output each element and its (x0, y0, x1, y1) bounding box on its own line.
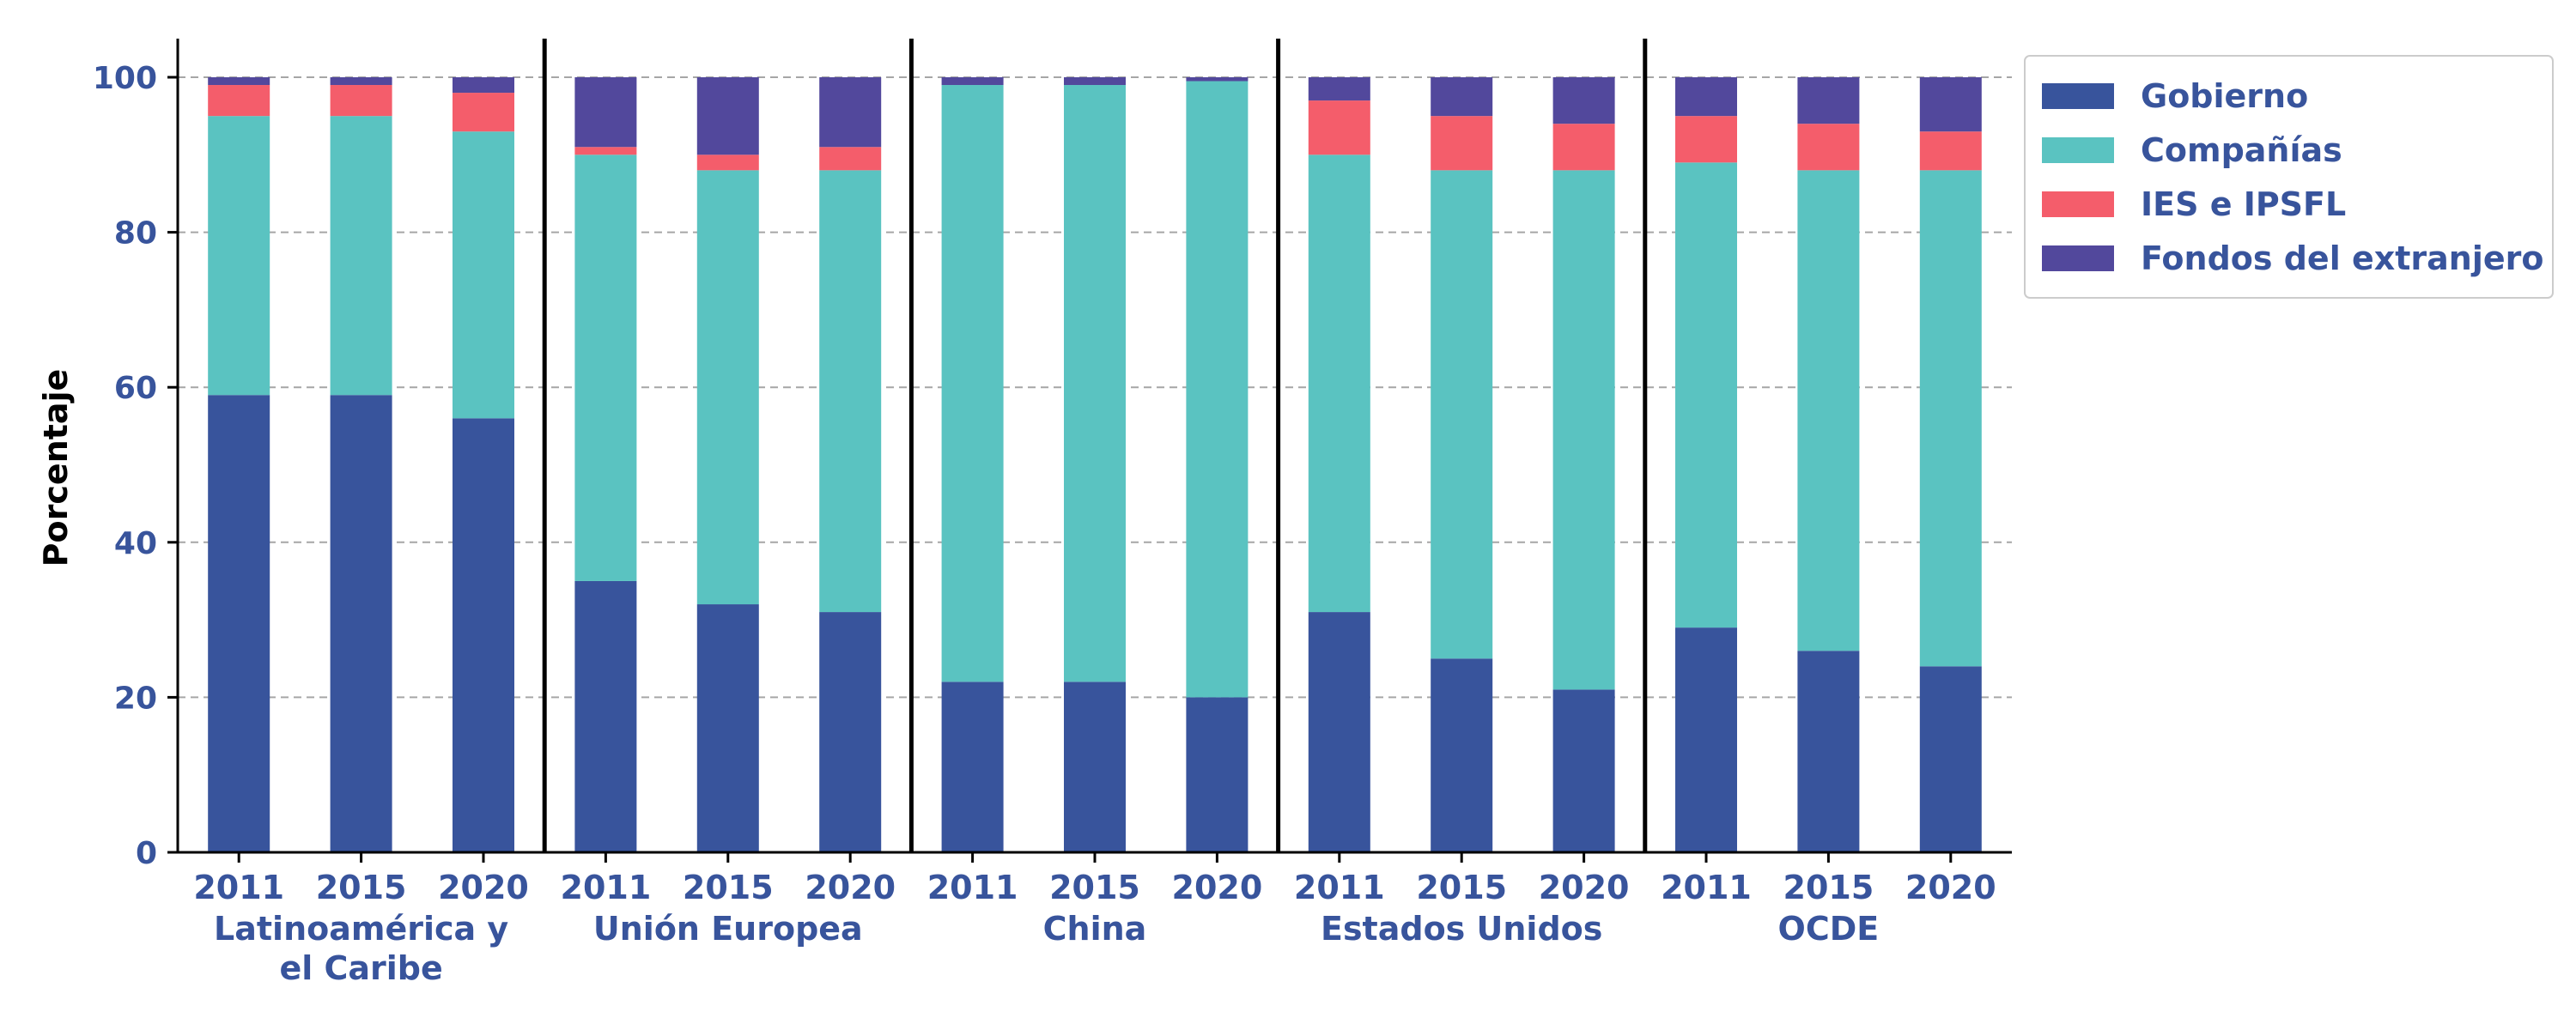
bar-segment-fondos-del-extranjero-latinoamérica-y-el-caribe-2015 (330, 77, 392, 86)
x-tick-label-year: 2011 (193, 869, 284, 906)
bar-segment-gobierno-estados-unidos-2015 (1431, 658, 1493, 852)
group-label: OCDE (1778, 910, 1880, 948)
y-tick-label-0: 0 (136, 836, 157, 871)
bar-segment-gobierno-china-2015 (1064, 682, 1126, 852)
legend-label: Compañías (2141, 131, 2342, 169)
x-tick-label-year: 2011 (927, 869, 1018, 906)
legend-label: Fondos del extranjero (2141, 239, 2544, 277)
bar-segment-ies-e-ipsfl-estados-unidos-2015 (1431, 116, 1493, 171)
bar-segment-ies-e-ipsfl-ocde-2020 (1919, 131, 1982, 171)
bar-segment-compañías-latinoamérica-y-el-caribe-2015 (330, 116, 392, 396)
bar-segment-fondos-del-extranjero-estados-unidos-2020 (1552, 77, 1615, 124)
bar-segment-compañías-china-2020 (1186, 81, 1249, 698)
bar-segment-fondos-del-extranjero-ocde-2011 (1675, 77, 1737, 117)
x-tick-label-year: 2011 (1294, 869, 1385, 906)
bar-segment-compañías-estados-unidos-2020 (1552, 170, 1615, 690)
bar-segment-gobierno-latinoamérica-y-el-caribe-2020 (453, 418, 514, 852)
bar-segment-compañías-ocde-2020 (1919, 170, 1982, 667)
bar-segment-gobierno-china-2020 (1186, 697, 1249, 852)
bar-segment-fondos-del-extranjero-ocde-2015 (1797, 77, 1860, 124)
bar-segment-fondos-del-extranjero-china-2015 (1064, 77, 1126, 86)
y-tick-label-60: 60 (114, 371, 157, 406)
bar-segment-compañías-china-2011 (941, 85, 1004, 682)
x-tick-label-year: 2020 (1539, 869, 1630, 906)
x-tick-label-year: 2020 (1905, 869, 1996, 906)
x-tick-label-year: 2020 (438, 869, 529, 906)
bar-segment-fondos-del-extranjero-china-2020 (1186, 77, 1249, 82)
bar-segment-gobierno-ocde-2020 (1919, 666, 1982, 852)
x-tick-label-year: 2020 (805, 869, 896, 906)
bar-segment-compañías-latinoamérica-y-el-caribe-2020 (453, 131, 514, 419)
bar-segment-gobierno-unión-europea-2015 (696, 604, 759, 852)
x-tick-label-year: 2011 (561, 869, 652, 906)
legend-swatch (2042, 137, 2114, 163)
bar-segment-fondos-del-extranjero-estados-unidos-2015 (1431, 77, 1493, 117)
bar-segment-gobierno-ocde-2011 (1675, 627, 1737, 852)
legend-label: IES e IPSFL (2141, 185, 2346, 223)
bar-segment-ies-e-ipsfl-estados-unidos-2011 (1308, 100, 1370, 155)
axis-labels: 0 20 40 60 80 100 2011 2015 2020 Latinoamérica ye… (93, 61, 1996, 987)
bar-segment-fondos-del-extranjero-latinoamérica-y-el-caribe-2020 (453, 77, 514, 94)
bar-segment-gobierno-estados-unidos-2011 (1308, 612, 1370, 852)
bar-segment-gobierno-estados-unidos-2020 (1552, 689, 1615, 852)
x-tick-label-year: 2015 (1049, 869, 1140, 906)
group-label: Latinoamérica y (214, 910, 508, 948)
bar-segment-ies-e-ipsfl-latinoamérica-y-el-caribe-2020 (453, 93, 514, 132)
legend-swatch (2042, 83, 2114, 109)
y-axis-title: Porcentaje (37, 369, 75, 567)
group-label: Unión Europea (593, 910, 863, 948)
bar-segment-compañías-china-2015 (1064, 85, 1126, 682)
bar-segment-gobierno-latinoamérica-y-el-caribe-2011 (208, 395, 270, 853)
y-tick-label-20: 20 (114, 681, 157, 716)
legend-label: Gobierno (2141, 77, 2308, 115)
legend: Gobierno Compañías IES e IPSFL Fondos del e… (2024, 55, 2554, 299)
bar-segment-compañías-unión-europea-2011 (574, 154, 637, 581)
bar-segment-ies-e-ipsfl-latinoamérica-y-el-caribe-2011 (208, 85, 270, 117)
bar-segment-ies-e-ipsfl-latinoamérica-y-el-caribe-2015 (330, 85, 392, 117)
bar-segment-fondos-del-extranjero-unión-europea-2015 (696, 77, 759, 155)
bar-segment-compañías-estados-unidos-2011 (1308, 154, 1370, 613)
bar-segment-gobierno-ocde-2015 (1797, 651, 1860, 852)
bar-segment-compañías-estados-unidos-2015 (1431, 170, 1493, 659)
bar-segment-ies-e-ipsfl-ocde-2015 (1797, 124, 1860, 171)
x-tick-label-year: 2015 (316, 869, 407, 906)
bar-segment-fondos-del-extranjero-estados-unidos-2011 (1308, 77, 1370, 101)
bar-segment-gobierno-unión-europea-2011 (574, 580, 637, 852)
y-tick-label-40: 40 (114, 526, 157, 561)
group-label: el Caribe (279, 949, 442, 987)
bar-segment-compañías-latinoamérica-y-el-caribe-2011 (208, 116, 270, 396)
x-tick-label-year: 2011 (1661, 869, 1752, 906)
axes (167, 39, 2012, 863)
legend-swatch (2042, 245, 2114, 271)
legend-frame (2024, 55, 2554, 299)
bar-segment-gobierno-unión-europea-2020 (819, 612, 882, 852)
x-tick-label-year: 2020 (1172, 869, 1263, 906)
bar-segment-compañías-unión-europea-2020 (819, 170, 882, 613)
bar-segment-gobierno-china-2011 (941, 682, 1004, 852)
bars (208, 77, 1982, 853)
bar-segment-gobierno-latinoamérica-y-el-caribe-2015 (330, 395, 392, 853)
bar-segment-fondos-del-extranjero-unión-europea-2020 (819, 77, 882, 148)
legend-swatch (2042, 191, 2114, 217)
bar-segment-ies-e-ipsfl-unión-europea-2020 (819, 147, 882, 171)
bar-segment-compañías-ocde-2015 (1797, 170, 1860, 651)
bar-segment-ies-e-ipsfl-estados-unidos-2020 (1552, 124, 1615, 171)
x-tick-label-year: 2015 (1416, 869, 1507, 906)
group-label: Estados Unidos (1321, 910, 1602, 948)
bar-segment-compañías-unión-europea-2015 (696, 170, 759, 605)
bar-segment-fondos-del-extranjero-unión-europea-2011 (574, 77, 637, 148)
bar-segment-compañías-ocde-2011 (1675, 162, 1737, 628)
y-tick-label-80: 80 (114, 216, 157, 251)
bar-segment-ies-e-ipsfl-unión-europea-2011 (574, 147, 637, 155)
group-label: China (1043, 910, 1147, 948)
bar-segment-fondos-del-extranjero-latinoamérica-y-el-caribe-2011 (208, 77, 270, 86)
bar-segment-fondos-del-extranjero-china-2011 (941, 77, 1004, 86)
bar-segment-fondos-del-extranjero-ocde-2020 (1919, 77, 1982, 132)
y-tick-label-100: 100 (93, 61, 157, 96)
bar-segment-ies-e-ipsfl-unión-europea-2015 (696, 154, 759, 171)
bar-segment-ies-e-ipsfl-ocde-2011 (1675, 116, 1737, 163)
x-tick-label-year: 2015 (1783, 869, 1874, 906)
x-tick-label-year: 2015 (683, 869, 774, 906)
